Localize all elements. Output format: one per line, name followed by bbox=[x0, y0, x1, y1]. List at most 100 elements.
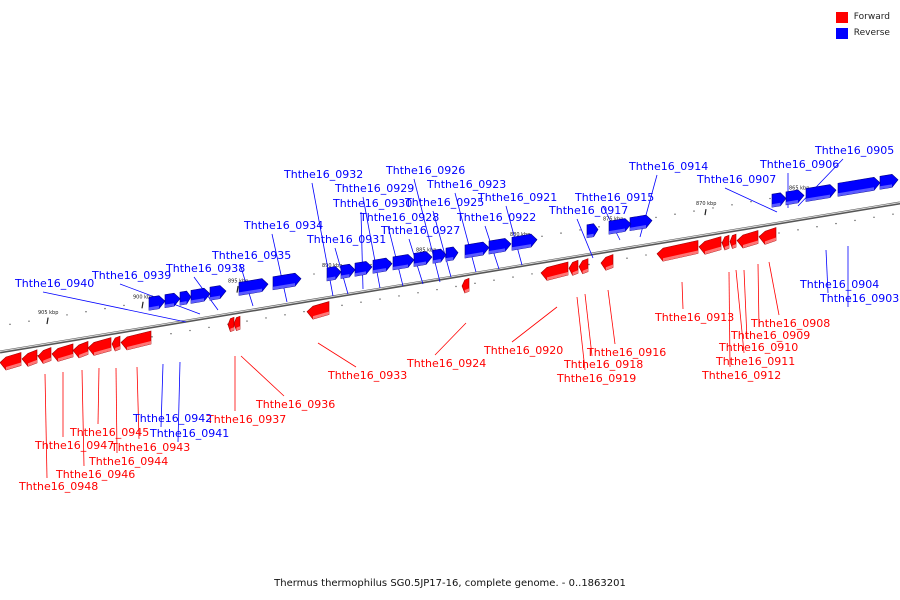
gene-arrow bbox=[238, 278, 269, 296]
gene-label[interactable]: Ththe16_0935 bbox=[211, 249, 291, 262]
gene-arrow bbox=[600, 254, 614, 271]
gene-label[interactable]: Ththe16_0917 bbox=[548, 204, 628, 217]
gene-arrow bbox=[111, 335, 121, 352]
gene-label[interactable]: Ththe16_0927 bbox=[380, 224, 460, 237]
axis-dot bbox=[750, 200, 752, 203]
scale-tick-label: 900 kbp bbox=[133, 294, 153, 300]
gene-label[interactable]: Ththe16_0929 bbox=[334, 182, 414, 195]
gene-label[interactable]: Ththe16_0939 bbox=[91, 269, 171, 282]
gene-arrow bbox=[227, 316, 235, 333]
gene-label[interactable]: Ththe16_0933 bbox=[327, 369, 407, 382]
gene-label[interactable]: Ththe16_0905 bbox=[814, 144, 894, 157]
gene-arrow bbox=[629, 214, 653, 232]
axis-dot bbox=[493, 279, 495, 281]
leader-line bbox=[360, 211, 364, 290]
gene-label[interactable]: Ththe16_0918 bbox=[563, 358, 643, 371]
gene-label[interactable]: Ththe16_0909 bbox=[730, 329, 810, 342]
axis-dot bbox=[816, 226, 818, 228]
scale-tick bbox=[141, 302, 144, 309]
axis-dot bbox=[265, 317, 267, 319]
gene-label[interactable]: Ththe16_0908 bbox=[750, 317, 830, 330]
axis-dot bbox=[151, 336, 153, 338]
leader-line bbox=[584, 293, 593, 357]
gene-label[interactable]: Ththe16_0946 bbox=[55, 468, 135, 481]
axis-dot bbox=[588, 263, 590, 266]
gene-label[interactable]: Ththe16_0934 bbox=[243, 219, 323, 232]
gene-label[interactable]: Ththe16_0919 bbox=[556, 372, 636, 385]
gene-label[interactable]: Ththe16_0947 bbox=[34, 439, 114, 452]
axis-dot bbox=[455, 285, 457, 288]
gene-arrow bbox=[736, 230, 759, 249]
gene-label[interactable]: Ththe16_0925 bbox=[404, 196, 484, 209]
gene-arrow bbox=[445, 246, 459, 262]
leader-line bbox=[511, 306, 558, 343]
axis-dot bbox=[531, 273, 533, 275]
gene-label[interactable]: Ththe16_0926 bbox=[385, 164, 465, 177]
gene-label[interactable]: Ththe16_0912 bbox=[701, 369, 781, 382]
gene-label[interactable]: Ththe16_0941 bbox=[149, 427, 229, 440]
gene-label[interactable]: Ththe16_0928 bbox=[359, 211, 439, 224]
legend-reverse-label: Reverse bbox=[853, 28, 890, 38]
axis-dot bbox=[579, 229, 581, 231]
gene-label[interactable]: Ththe16_0937 bbox=[206, 413, 286, 426]
gene-label[interactable]: Ththe16_0948 bbox=[18, 480, 98, 493]
gene-label[interactable]: Ththe16_0944 bbox=[88, 455, 168, 468]
gene-label[interactable]: Ththe16_0921 bbox=[477, 191, 557, 204]
gene-arrow bbox=[326, 266, 342, 282]
gene-label[interactable]: Ththe16_0942 bbox=[132, 412, 212, 425]
gene-label[interactable]: Ththe16_0906 bbox=[759, 158, 839, 171]
gene-arrow bbox=[51, 343, 74, 362]
leader-line bbox=[81, 369, 85, 467]
gene-label[interactable]: Ththe16_0945 bbox=[69, 426, 149, 439]
leader-line bbox=[97, 367, 100, 425]
leader-line bbox=[387, 225, 404, 287]
leader-line bbox=[42, 291, 187, 323]
gene-label[interactable]: Ththe16_0920 bbox=[483, 344, 563, 357]
leader-line bbox=[454, 192, 477, 273]
leader-line bbox=[432, 210, 452, 278]
gene-arrow bbox=[608, 218, 632, 235]
gene-arrows bbox=[0, 174, 899, 371]
gene-label[interactable]: Ththe16_0914 bbox=[628, 160, 708, 173]
gene-arrow bbox=[164, 292, 181, 309]
gene-arrow bbox=[148, 295, 166, 311]
axis-dot bbox=[674, 213, 676, 215]
axis-dot bbox=[123, 304, 125, 307]
leader-line bbox=[735, 269, 745, 354]
gene-label[interactable]: Ththe16_0907 bbox=[696, 173, 776, 186]
gene-label[interactable]: Ththe16_0922 bbox=[456, 211, 536, 224]
gene-arrow bbox=[464, 241, 490, 259]
axis-dot bbox=[28, 320, 30, 322]
gene-label[interactable]: Ththe16_0943 bbox=[110, 441, 190, 454]
gene-label[interactable]: Ththe16_0910 bbox=[718, 341, 798, 354]
axis-dot bbox=[873, 216, 875, 219]
gene-label[interactable]: Ththe16_0940 bbox=[14, 277, 94, 290]
gene-label[interactable]: Ththe16_0913 bbox=[654, 311, 734, 324]
gene-label[interactable]: Ththe16_0915 bbox=[574, 191, 654, 204]
gene-arrow bbox=[879, 174, 899, 190]
leader-line bbox=[681, 281, 684, 310]
gene-arrow bbox=[37, 347, 52, 364]
gene-arrow bbox=[721, 234, 730, 251]
gene-label[interactable]: Ththe16_0924 bbox=[406, 357, 486, 370]
gene-label[interactable]: Ththe16_0938 bbox=[165, 262, 245, 275]
legend: Forward Reverse bbox=[835, 9, 890, 41]
leader-line bbox=[743, 269, 748, 340]
gene-label[interactable]: Ththe16_0936 bbox=[255, 398, 335, 411]
gene-label[interactable]: Ththe16_0911 bbox=[715, 355, 795, 368]
axis-dots bbox=[9, 178, 894, 360]
axis-dot bbox=[655, 216, 657, 219]
gene-arrow bbox=[233, 315, 241, 332]
gene-label[interactable]: Ththe16_0932 bbox=[283, 168, 363, 181]
gene-arrow bbox=[179, 290, 192, 306]
gene-label[interactable]: Ththe16_0916 bbox=[586, 346, 666, 359]
axis-dot bbox=[541, 235, 543, 237]
leader-line bbox=[576, 218, 594, 259]
gene-label[interactable]: Ththe16_0931 bbox=[306, 233, 386, 246]
gene-label[interactable]: Ththe16_0930 bbox=[332, 197, 412, 210]
gene-label[interactable]: Ththe16_0923 bbox=[426, 178, 506, 191]
gene-label[interactable]: Ththe16_0904 bbox=[799, 278, 879, 291]
gene-arrow bbox=[758, 227, 777, 245]
gene-label[interactable]: Ththe16_0903 bbox=[819, 292, 899, 305]
